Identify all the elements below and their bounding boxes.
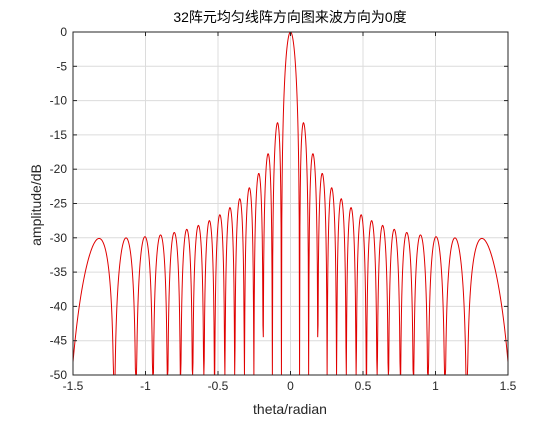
y-tick-label: -40	[50, 299, 68, 313]
y-tick-label: -35	[50, 265, 68, 279]
y-tick-label: -45	[50, 334, 68, 348]
y-tick-label: -10	[50, 94, 68, 108]
y-axis-label: amplitude/dB	[28, 164, 44, 246]
x-tick-label: 0	[287, 379, 294, 393]
x-tick-label: -0.5	[208, 379, 229, 393]
y-tick-label: -20	[50, 162, 68, 176]
y-tick-label: -15	[50, 128, 68, 142]
x-tick-label: 1	[432, 379, 439, 393]
y-tick-label: 0	[60, 25, 67, 39]
plot-area	[73, 32, 508, 375]
series-line-0	[73, 32, 508, 375]
tick-marks	[72, 31, 509, 376]
x-tick-label: -1	[140, 379, 151, 393]
x-axis-label: theta/radian	[253, 401, 327, 417]
chart-title: 32阵元均匀线阵方向图来波方向为0度	[173, 9, 406, 25]
tick-labels: -1.5 -1 -0.5 0 0.5 1 1.5 0 -5 -10 -15 -20 -25 -30 -35 -…	[50, 25, 517, 393]
y-tick-label: -30	[50, 231, 68, 245]
x-tick-label: 1.5	[500, 379, 517, 393]
y-tick-label: -25	[50, 197, 68, 211]
y-tick-label: -50	[50, 368, 68, 382]
y-tick-label: -5	[56, 59, 67, 73]
x-tick-label: -1.5	[63, 379, 84, 393]
x-tick-label: 0.5	[355, 379, 372, 393]
